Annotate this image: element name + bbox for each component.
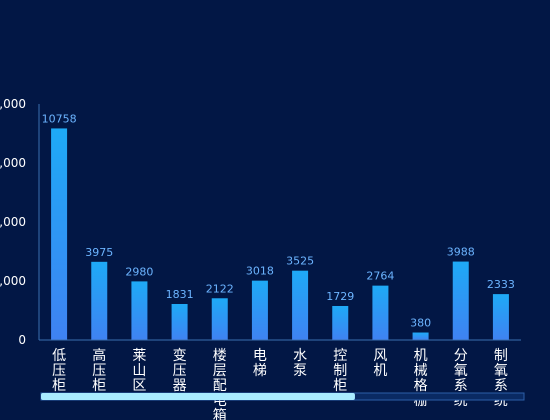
y-tick-label: 3,000 (0, 274, 26, 288)
bar[interactable] (251, 280, 268, 340)
bar[interactable] (332, 305, 349, 340)
bar-value-label: 3018 (246, 265, 274, 278)
x-tick-label: 楼层配电箱 (213, 348, 227, 420)
value-labels: 10758 3975 2980 1831 2122 3018 3525 1729 2764 380… (42, 112, 515, 329)
bar-value-label: 2333 (487, 278, 515, 291)
bar[interactable] (51, 128, 68, 340)
y-tick-label: 6,000 (0, 215, 26, 229)
bars (51, 128, 509, 340)
x-tick-label: 电梯 (253, 348, 267, 379)
data-zoom-slider[interactable] (40, 392, 525, 401)
bar-value-label: 3975 (85, 246, 113, 259)
y-tick-label: 9,000 (0, 156, 26, 170)
x-tick-label: 风机 (373, 348, 387, 379)
bar[interactable] (292, 270, 309, 340)
x-tick-label: 高压柜 (92, 347, 106, 394)
x-tick-label: 低压柜 (52, 348, 66, 394)
bar-value-label: 2122 (206, 282, 234, 295)
x-tick-label: 控制柜 (333, 348, 347, 394)
bar[interactable] (412, 332, 429, 340)
bar[interactable] (131, 281, 148, 340)
bar[interactable] (211, 298, 228, 340)
bar[interactable] (171, 303, 188, 340)
bar-value-label: 3525 (286, 255, 314, 268)
y-tick-label: 12,000 (0, 97, 26, 111)
slider-thumb[interactable] (41, 393, 355, 400)
x-tick-label: 变压器 (173, 348, 187, 394)
bar-value-label: 10758 (42, 112, 77, 125)
x-tick-label: 机械格栅 (414, 348, 428, 409)
y-tick-label: 0 (18, 333, 26, 347)
x-tick-label: 莱山区 (132, 348, 146, 394)
bar-value-label: 1831 (166, 288, 194, 301)
bar[interactable] (452, 261, 469, 340)
y-axis: 0 3,000 6,000 9,000 12,000 (0, 97, 40, 347)
bar[interactable] (492, 294, 509, 340)
bar-value-label: 2980 (125, 265, 153, 278)
x-tick-label: 水泵 (293, 348, 307, 379)
x-tick-label: 分氧系统 (454, 348, 468, 409)
bar-value-label: 3988 (447, 246, 475, 259)
bar-value-label: 380 (410, 317, 431, 330)
bar[interactable] (372, 285, 389, 340)
bar-value-label: 2764 (366, 270, 394, 283)
bar-value-label: 1729 (326, 290, 354, 303)
bar[interactable] (91, 261, 108, 340)
